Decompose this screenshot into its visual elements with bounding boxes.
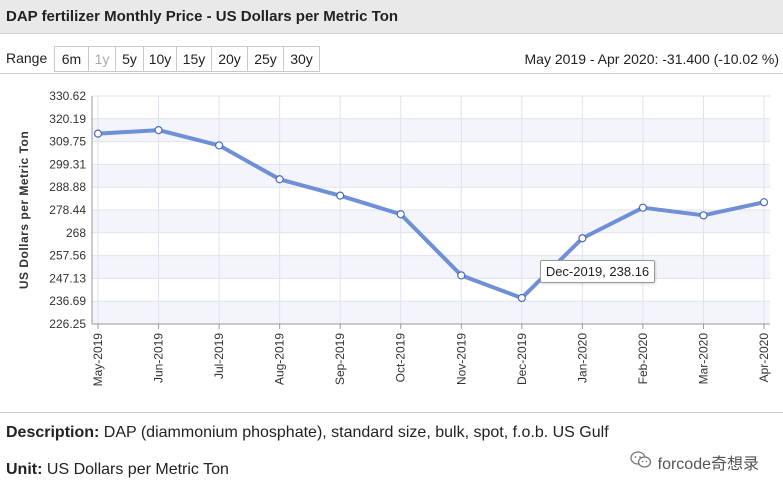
data-point [93, 129, 103, 138]
data-point [336, 191, 345, 200]
data-point [638, 203, 648, 212]
data-point [396, 210, 405, 219]
x-tick-label: Jan-2020 [575, 333, 589, 383]
chart-tooltip: Dec-2019, 238.16 [539, 259, 656, 283]
y-tick-label: 257.56 [49, 249, 86, 263]
x-tick-label: Feb-2020 [636, 333, 650, 385]
data-point [699, 211, 708, 220]
y-tick-label: 299.31 [49, 157, 86, 171]
y-tick-label: 278.44 [49, 203, 86, 217]
x-tick-label: Sep-2019 [333, 333, 347, 385]
x-tick-label: Oct-2019 [394, 333, 408, 383]
plot-band [92, 255, 770, 279]
data-point [578, 234, 587, 243]
unit: Unit: US Dollars per Metric Ton [6, 461, 229, 479]
unit-text: US Dollars per Metric Ton [46, 461, 229, 478]
x-tick-label: Apr-2020 [757, 333, 771, 383]
range-button-30y[interactable]: 30y [283, 46, 320, 72]
watermark-text: forcode奇想录 [657, 456, 759, 473]
wechat-icon [629, 450, 652, 474]
description: Description: DAP (diammonium phosphate),… [6, 424, 609, 442]
range-summary: May 2019 - Apr 2020: -31.400 (-10.02 %) [524, 51, 779, 67]
chart-area: 330.62 320.19 309.75 299.31 288.88 278.44 268 2… [0, 73, 783, 413]
range-button-15y[interactable]: 15y [176, 46, 212, 72]
watermark: forcode奇想录 [629, 450, 759, 474]
series-line [96, 128, 766, 300]
y-tick-label: 330.62 [49, 89, 86, 103]
y-axis-label: US Dollars per Metric Ton [17, 131, 31, 289]
x-tick-label: Jul-2019 [212, 333, 226, 379]
range-button-25y[interactable]: 25y [247, 46, 284, 72]
range-selector: Range 6m 1y 5y 10y 15y 20y 25y 30y May 2019 - A… [0, 46, 783, 74]
plot-band [92, 164, 770, 188]
data-point [275, 175, 284, 184]
description-text: DAP (diammonium phosphate), standard siz… [103, 424, 609, 441]
y-tick-label: 288.88 [49, 180, 86, 194]
line-chart: 330.62 320.19 309.75 299.31 288.88 278.44 268 2… [17, 89, 771, 387]
range-button-5y[interactable]: 5y [115, 46, 144, 72]
x-tick-label: Mar-2020 [696, 333, 710, 385]
plot-band [92, 301, 770, 324]
x-tick-label: May-2019 [91, 333, 105, 387]
data-point [154, 126, 163, 135]
range-button-6m[interactable]: 6m [54, 46, 89, 72]
x-tick-label: Nov-2019 [454, 333, 468, 385]
y-tick-label: 226.25 [49, 317, 86, 331]
x-tick-label: Jun-2019 [152, 333, 166, 383]
y-tick-label: 309.75 [49, 135, 86, 149]
page-title: DAP fertilizer Monthly Price - US Dollar… [0, 0, 783, 34]
y-tick-label: 268 [66, 226, 86, 240]
unit-label: Unit: [6, 461, 43, 478]
plot-band [92, 210, 770, 233]
range-button-group: 6m 1y 5y 10y 15y 20y 25y 30y [54, 46, 320, 72]
range-button-10y[interactable]: 10y [143, 46, 177, 72]
y-tick-label: 236.69 [49, 294, 86, 308]
x-tick-label: Aug-2019 [273, 333, 287, 385]
data-point [517, 293, 526, 303]
y-tick-label: 247.13 [49, 271, 86, 285]
range-label: Range [6, 50, 48, 66]
data-point [214, 141, 224, 150]
range-button-20y[interactable]: 20y [211, 46, 248, 72]
plot-band [92, 118, 770, 142]
description-label: Description: [6, 424, 100, 441]
y-tick-label: 320.19 [49, 112, 86, 126]
x-tick-label: Dec-2019 [515, 333, 529, 385]
data-point [759, 198, 769, 207]
data-point [457, 271, 466, 280]
range-button-1y: 1y [88, 46, 116, 72]
